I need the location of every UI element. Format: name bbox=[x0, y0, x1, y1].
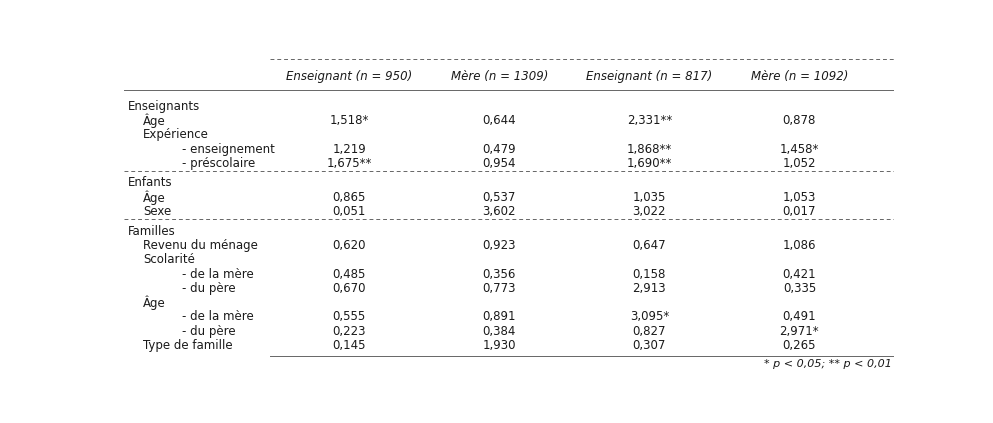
Text: 0,827: 0,827 bbox=[633, 325, 666, 338]
Text: 0,421: 0,421 bbox=[782, 267, 816, 280]
Text: Sexe: Sexe bbox=[143, 205, 172, 218]
Text: Scolarité: Scolarité bbox=[143, 253, 196, 266]
Text: 0,145: 0,145 bbox=[333, 339, 366, 352]
Text: 0,878: 0,878 bbox=[782, 114, 816, 127]
Text: 0,307: 0,307 bbox=[633, 339, 666, 352]
Text: 0,670: 0,670 bbox=[333, 282, 366, 295]
Text: Âge: Âge bbox=[143, 190, 166, 205]
Text: 1,675**: 1,675** bbox=[327, 157, 372, 170]
Text: 0,158: 0,158 bbox=[633, 267, 666, 280]
Text: Enseignant (n = 817): Enseignant (n = 817) bbox=[586, 70, 713, 83]
Text: - de la mère: - de la mère bbox=[182, 310, 253, 324]
Text: 1,053: 1,053 bbox=[782, 191, 816, 204]
Text: - du père: - du père bbox=[182, 282, 235, 295]
Text: Enfants: Enfants bbox=[128, 176, 173, 190]
Text: * p < 0,05; ** p < 0,01: * p < 0,05; ** p < 0,01 bbox=[765, 359, 892, 369]
Text: 0,491: 0,491 bbox=[782, 310, 816, 324]
Text: 0,356: 0,356 bbox=[483, 267, 516, 280]
Text: Enseignants: Enseignants bbox=[128, 100, 201, 113]
Text: Type de famille: Type de famille bbox=[143, 339, 233, 352]
Text: 0,620: 0,620 bbox=[333, 239, 366, 252]
Text: 1,690**: 1,690** bbox=[627, 157, 672, 170]
Text: 1,518*: 1,518* bbox=[330, 114, 369, 127]
Text: 0,017: 0,017 bbox=[782, 205, 816, 218]
Text: Âge: Âge bbox=[143, 113, 166, 128]
Text: 0,537: 0,537 bbox=[483, 191, 516, 204]
Text: 1,035: 1,035 bbox=[633, 191, 666, 204]
Text: 3,602: 3,602 bbox=[483, 205, 516, 218]
Text: 1,086: 1,086 bbox=[782, 239, 816, 252]
Text: 0,555: 0,555 bbox=[333, 310, 365, 324]
Text: 0,479: 0,479 bbox=[483, 143, 516, 156]
Text: Âge: Âge bbox=[143, 295, 166, 310]
Text: 2,913: 2,913 bbox=[633, 282, 666, 295]
Text: Familles: Familles bbox=[128, 225, 176, 237]
Text: Enseignant (n = 950): Enseignant (n = 950) bbox=[286, 70, 412, 83]
Text: 0,223: 0,223 bbox=[333, 325, 366, 338]
Text: 1,458*: 1,458* bbox=[780, 143, 819, 156]
Text: 1,868**: 1,868** bbox=[627, 143, 672, 156]
Text: - de la mère: - de la mère bbox=[182, 267, 253, 280]
Text: 2,331**: 2,331** bbox=[627, 114, 672, 127]
Text: 3,022: 3,022 bbox=[633, 205, 666, 218]
Text: - enseignement: - enseignement bbox=[182, 143, 275, 156]
Text: 0,865: 0,865 bbox=[333, 191, 365, 204]
Text: - du père: - du père bbox=[182, 325, 235, 338]
Text: 0,647: 0,647 bbox=[633, 239, 666, 252]
Text: 1,930: 1,930 bbox=[483, 339, 516, 352]
Text: Expérience: Expérience bbox=[143, 129, 210, 141]
Text: 0,265: 0,265 bbox=[782, 339, 816, 352]
Text: 0,891: 0,891 bbox=[483, 310, 516, 324]
Text: 0,485: 0,485 bbox=[333, 267, 365, 280]
Text: Revenu du ménage: Revenu du ménage bbox=[143, 239, 258, 252]
Text: 3,095*: 3,095* bbox=[630, 310, 669, 324]
Text: 0,335: 0,335 bbox=[782, 282, 816, 295]
Text: 0,773: 0,773 bbox=[483, 282, 516, 295]
Text: 0,384: 0,384 bbox=[483, 325, 516, 338]
Text: 0,051: 0,051 bbox=[333, 205, 365, 218]
Text: 0,923: 0,923 bbox=[483, 239, 516, 252]
Text: 0,644: 0,644 bbox=[483, 114, 516, 127]
Text: - préscolaire: - préscolaire bbox=[182, 157, 255, 170]
Text: 2,971*: 2,971* bbox=[780, 325, 819, 338]
Text: 0,954: 0,954 bbox=[483, 157, 516, 170]
Text: Mère (n = 1309): Mère (n = 1309) bbox=[451, 70, 548, 83]
Text: 1,219: 1,219 bbox=[333, 143, 366, 156]
Text: 1,052: 1,052 bbox=[782, 157, 816, 170]
Text: Mère (n = 1092): Mère (n = 1092) bbox=[751, 70, 848, 83]
